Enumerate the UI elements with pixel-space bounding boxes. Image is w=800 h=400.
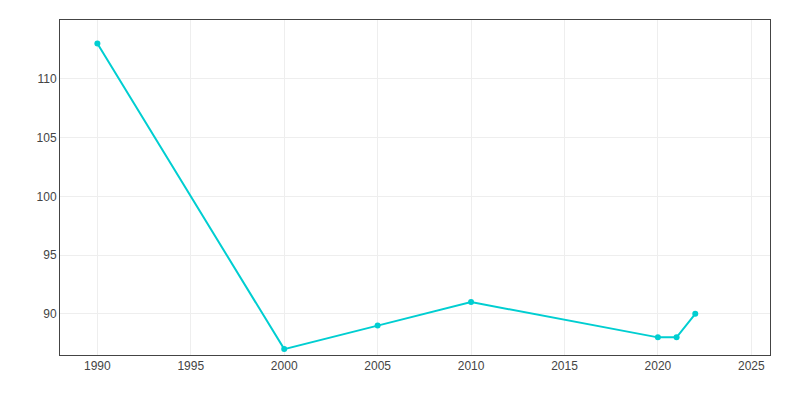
svg-text:90: 90 <box>43 307 57 321</box>
svg-text:95: 95 <box>43 248 57 262</box>
svg-text:1995: 1995 <box>177 359 204 373</box>
svg-text:2015: 2015 <box>551 359 578 373</box>
svg-text:1990: 1990 <box>84 359 111 373</box>
svg-text:2000: 2000 <box>271 359 298 373</box>
svg-text:2020: 2020 <box>645 359 672 373</box>
svg-text:100: 100 <box>37 190 57 204</box>
svg-text:2005: 2005 <box>364 359 391 373</box>
svg-text:2010: 2010 <box>458 359 485 373</box>
svg-text:2025: 2025 <box>738 359 765 373</box>
svg-text:110: 110 <box>37 72 56 86</box>
svg-text:105: 105 <box>37 131 57 145</box>
